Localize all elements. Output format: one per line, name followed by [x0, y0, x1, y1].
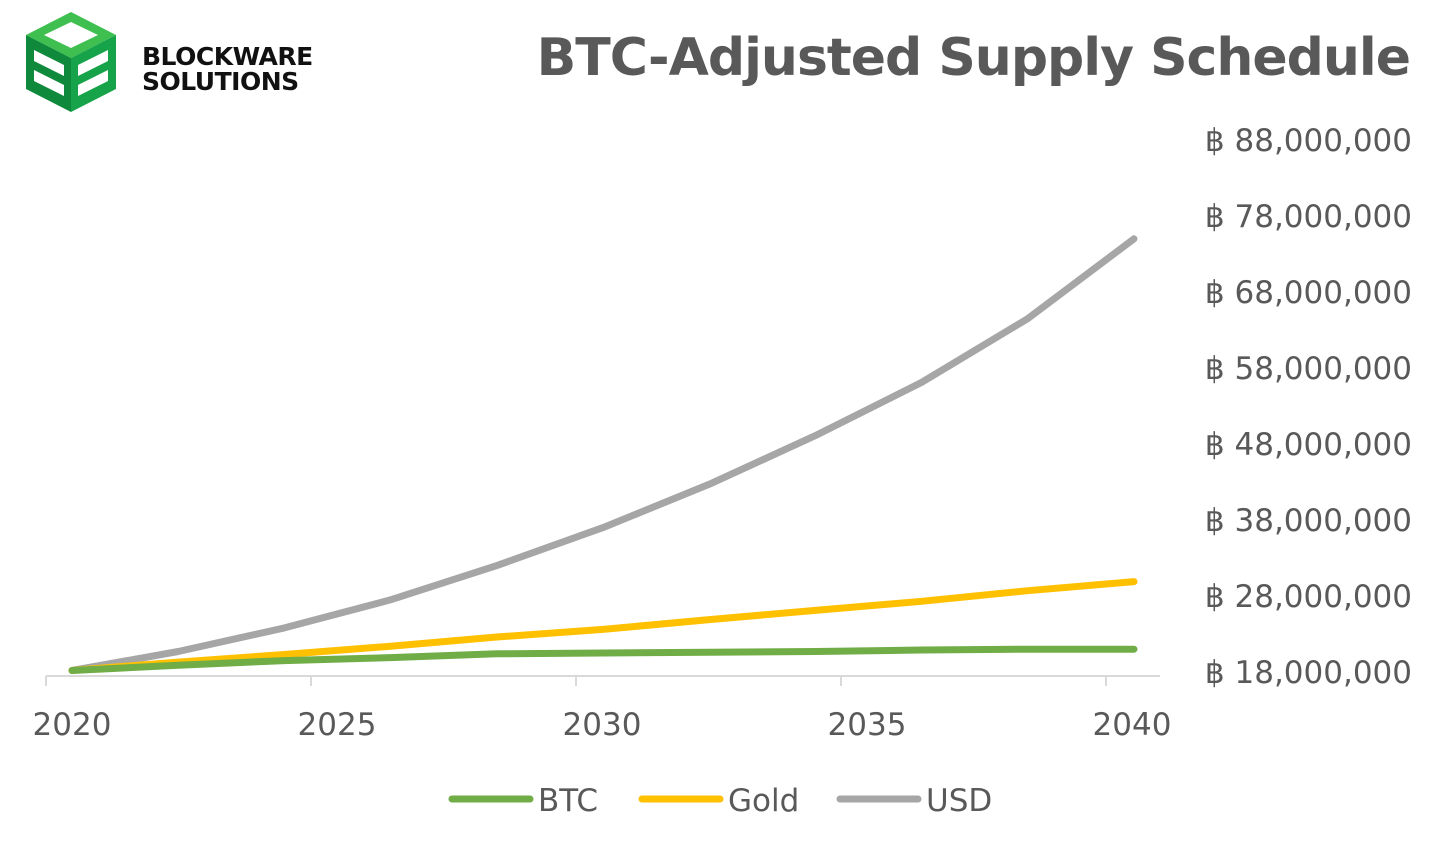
y-tick-label: ฿ 38,000,000: [1205, 503, 1412, 539]
series-line-usd: [68, 235, 1138, 674]
x-tick-label: 2040: [1093, 707, 1172, 743]
x-tick-label: 2035: [828, 707, 907, 743]
x-tick-label: 2020: [33, 707, 112, 743]
legend-label-btc: BTC: [538, 783, 598, 819]
y-tick-label: ฿ 58,000,000: [1205, 351, 1412, 387]
y-axis-labels: ฿ 18,000,000 ฿ 28,000,000 ฿ 38,000,000 ฿ 48…: [1205, 123, 1412, 691]
y-tick-label: ฿ 88,000,000: [1205, 123, 1412, 159]
legend: BTC Gold USD: [448, 783, 992, 819]
blockware-logo: BLOCKWARE SOLUTIONS: [16, 8, 313, 118]
legend-label-usd: USD: [926, 783, 992, 819]
series-line-gold: [68, 578, 1138, 674]
blockware-cube-icon: [26, 12, 116, 112]
y-tick-label: ฿ 48,000,000: [1205, 427, 1412, 463]
plot-series: [68, 235, 1138, 674]
x-tick-label: 2025: [298, 707, 377, 743]
legend-label-gold: Gold: [728, 783, 799, 819]
brand-line-2: SOLUTIONS: [142, 67, 299, 96]
series-line-btc: [68, 645, 1138, 674]
x-tick-label: 2030: [563, 707, 642, 743]
brand-line-1: BLOCKWARE: [142, 42, 313, 71]
y-tick-label: ฿ 68,000,000: [1205, 275, 1412, 311]
chart-title: BTC-Adjusted Supply Schedule: [536, 28, 1411, 88]
x-axis-ticks: 2020 2025 2030 2035 2040: [33, 676, 1172, 743]
y-tick-label: ฿ 28,000,000: [1205, 579, 1412, 615]
y-tick-label: ฿ 18,000,000: [1205, 655, 1412, 691]
y-tick-label: ฿ 78,000,000: [1205, 199, 1412, 235]
